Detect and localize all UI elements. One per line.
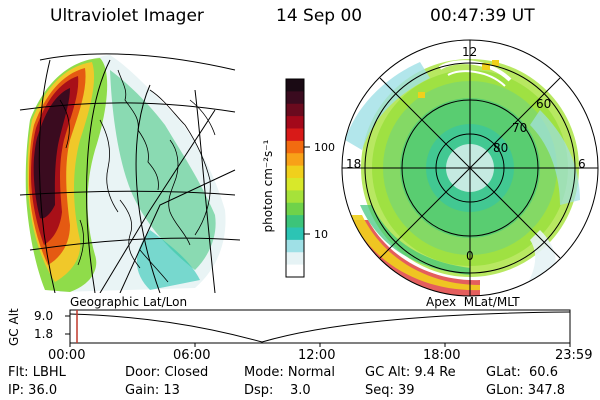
geographic-image bbox=[19, 53, 240, 293]
colorbar-band bbox=[286, 79, 304, 92]
colorbar-tick-100: 100 bbox=[314, 141, 335, 154]
colorbar-band bbox=[286, 91, 304, 105]
colorbar-band bbox=[286, 153, 304, 167]
mlt-label-6: 6 bbox=[578, 157, 586, 171]
colorbar-band bbox=[286, 227, 304, 241]
date-label: 14 Sep 00 bbox=[276, 6, 363, 26]
geographic-projection-label: Geographic Lat/Lon bbox=[70, 295, 188, 309]
timeline-y-label: GC Alt bbox=[7, 308, 21, 346]
colorbar-tick-10: 10 bbox=[314, 228, 328, 241]
status-ip: IP: 36.0 bbox=[8, 383, 58, 398]
status-flt: Flt: LBHL bbox=[8, 365, 66, 380]
colorbar-band bbox=[286, 190, 304, 204]
lat-label-70: 70 bbox=[512, 121, 528, 135]
timeline-x-tick-0: 00:00 bbox=[48, 348, 86, 363]
timeline-x-tick-1: 06:00 bbox=[173, 348, 211, 363]
time-label: 00:47:39 UT bbox=[430, 6, 535, 26]
colorbar bbox=[285, 78, 310, 278]
colorbar-band bbox=[286, 215, 304, 228]
colorbar-band bbox=[286, 165, 304, 179]
colorbar-band bbox=[286, 264, 304, 278]
colorbar-band bbox=[286, 116, 304, 129]
status-gain: Gain: 13 bbox=[125, 383, 180, 398]
mlt-label-12: 12 bbox=[462, 45, 478, 59]
colorbar-band bbox=[286, 178, 304, 191]
lat-label-60: 60 bbox=[536, 97, 552, 111]
timeline-y-tick-low: 1.8 bbox=[34, 327, 54, 341]
colorbar-unit-label: photon cm⁻²s⁻¹ bbox=[261, 139, 275, 233]
apex-projection-label: Apex MLat/MLT bbox=[426, 295, 520, 309]
mlt-label-18: 18 bbox=[346, 157, 362, 171]
status-gc-alt: GC Alt: 9.4 Re bbox=[365, 365, 456, 380]
instrument-title: Ultraviolet Imager bbox=[50, 6, 204, 26]
colorbar-band bbox=[286, 252, 304, 266]
status-mode: Mode: Normal bbox=[244, 365, 335, 380]
colorbar-band bbox=[286, 140, 304, 154]
timeline-y-tick-high: 9.0 bbox=[34, 309, 54, 323]
status-glat: GLat: 60.6 bbox=[486, 365, 558, 380]
colorbar-band bbox=[286, 202, 304, 216]
status-glon: GLon: 347.8 bbox=[486, 383, 566, 398]
timeline-x-tick-4: 23:59 bbox=[555, 348, 593, 363]
polar-image bbox=[341, 39, 599, 297]
status-seq: Seq: 39 bbox=[365, 383, 415, 398]
status-door: Door: Closed bbox=[125, 365, 209, 380]
mlt-label-0: 0 bbox=[466, 249, 474, 263]
orbit-timeline bbox=[65, 309, 571, 347]
colorbar-band bbox=[286, 128, 304, 142]
colorbar-band bbox=[286, 103, 304, 117]
lat-label-80: 80 bbox=[493, 141, 509, 155]
timeline-x-tick-3: 18:00 bbox=[423, 348, 461, 363]
status-dsp: Dsp: 3.0 bbox=[244, 383, 311, 398]
colorbar-band bbox=[286, 239, 304, 253]
timeline-x-tick-2: 12:00 bbox=[298, 348, 336, 363]
